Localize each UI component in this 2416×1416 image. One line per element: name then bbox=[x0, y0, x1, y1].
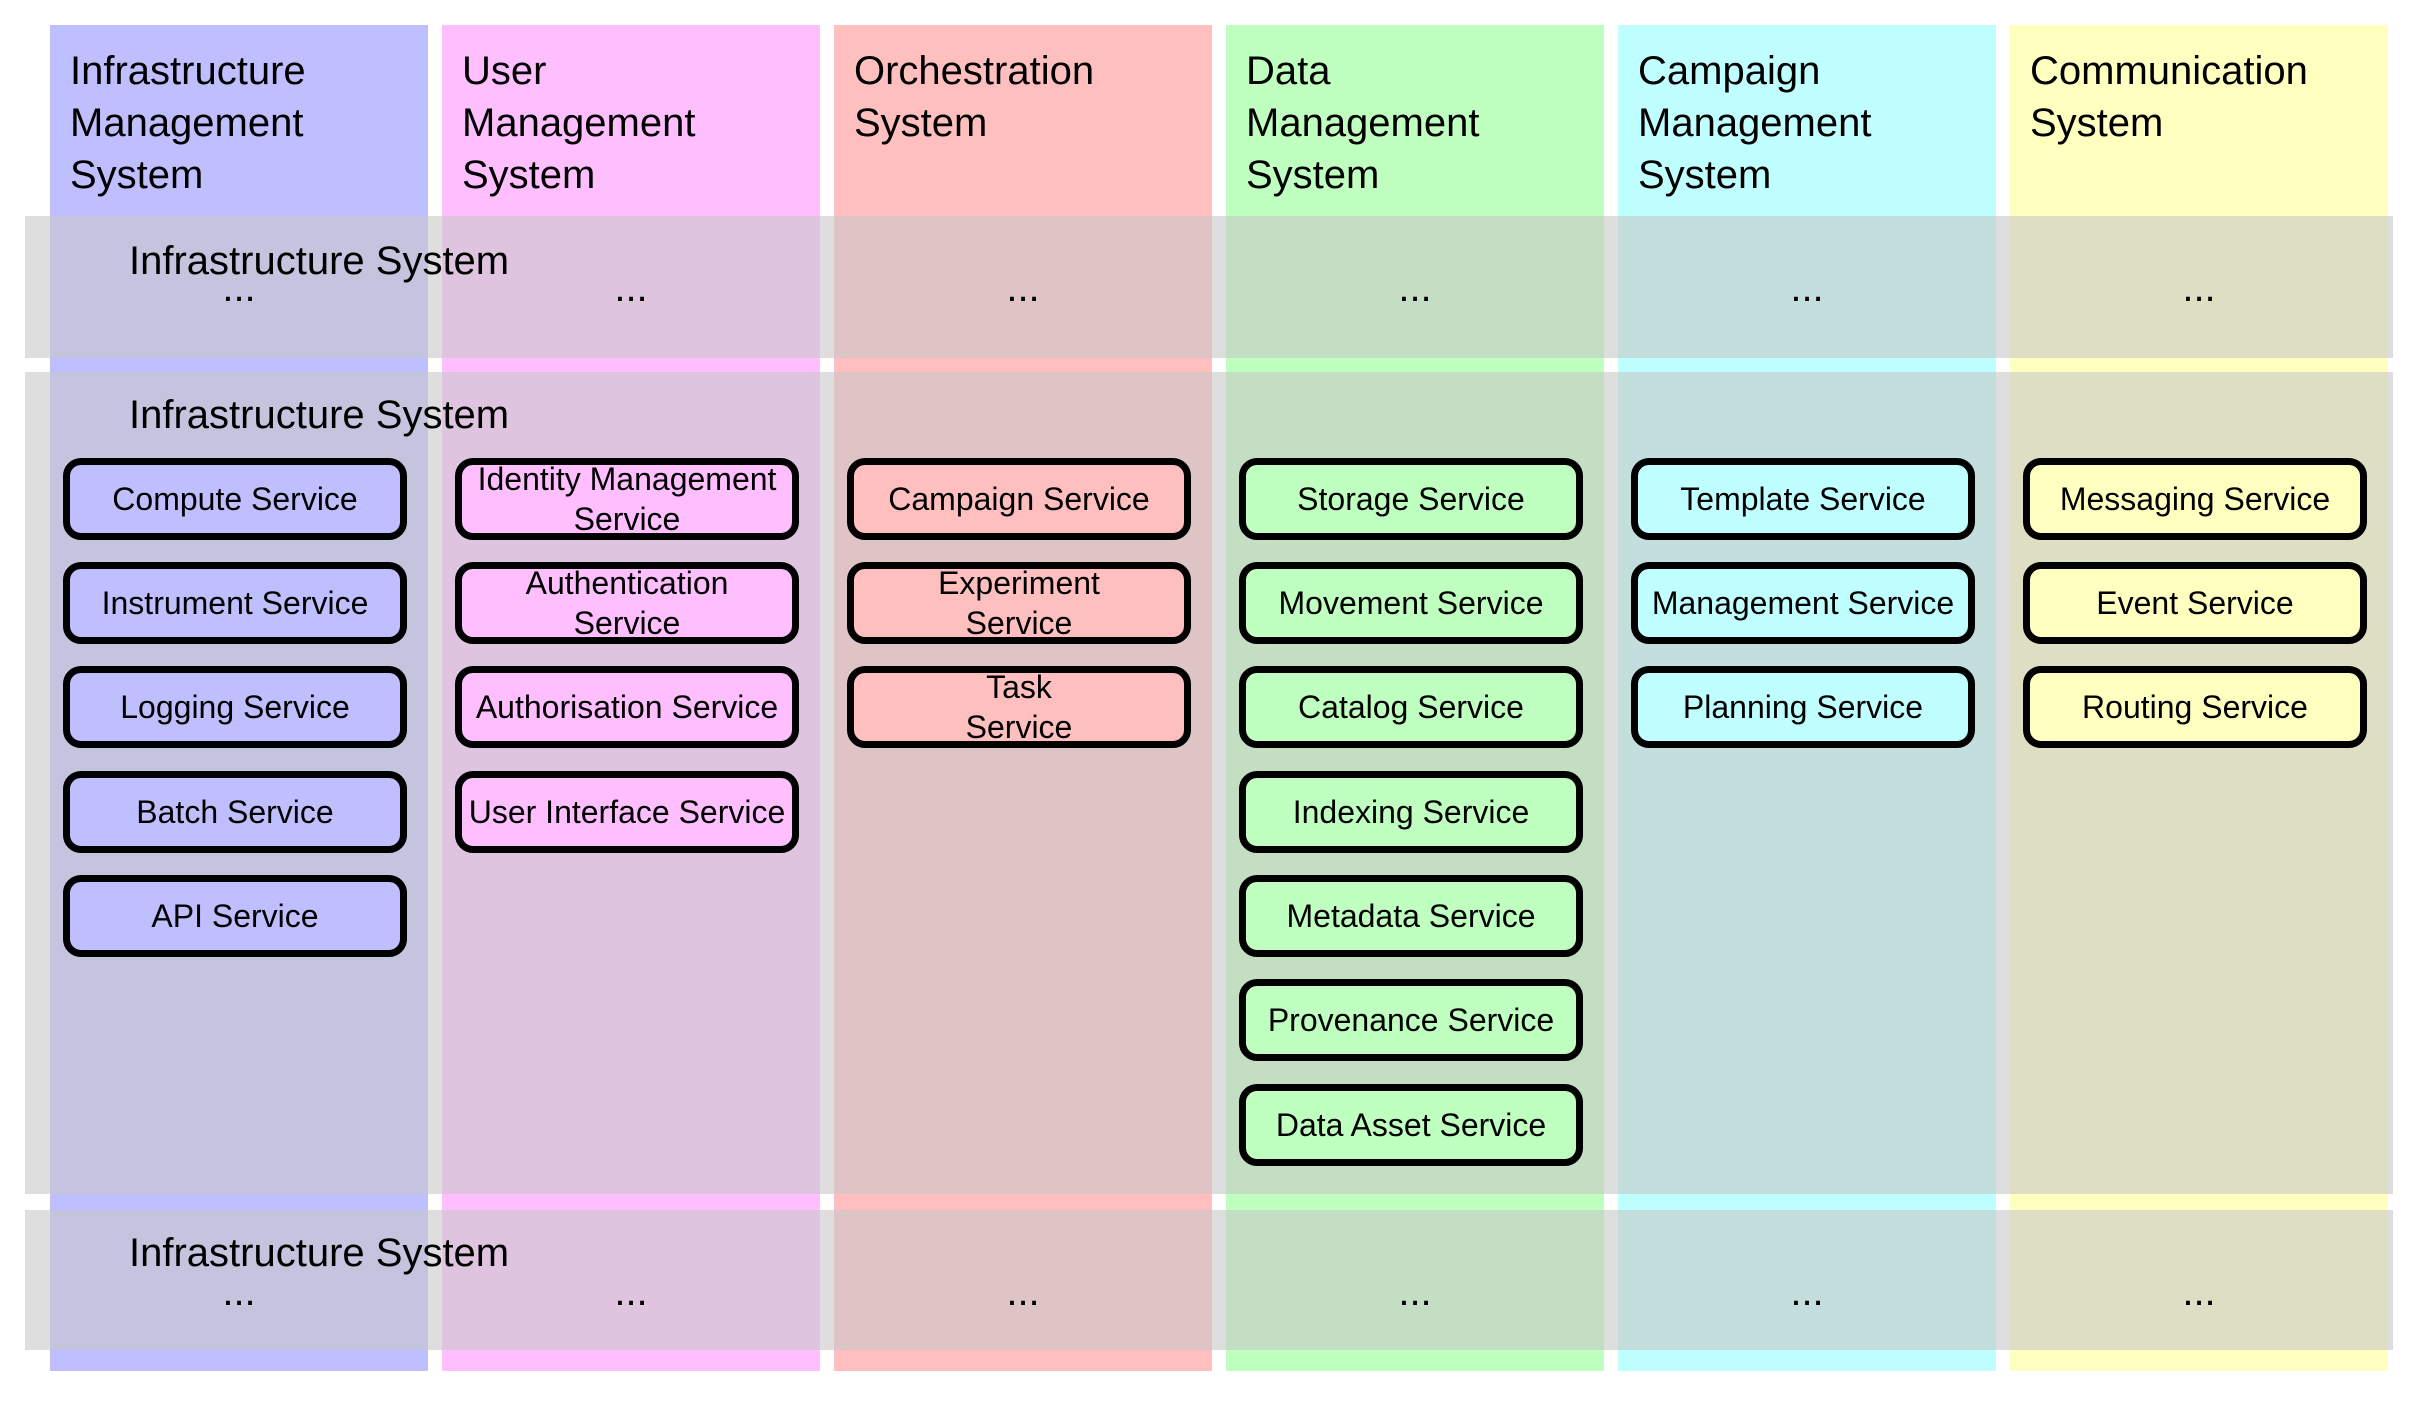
service-planning-service[interactable]: Planning Service bbox=[1631, 666, 1975, 748]
ellipsis-marker: ... bbox=[2182, 1270, 2216, 1314]
service-campaign-service[interactable]: Campaign Service bbox=[847, 458, 1191, 540]
layer-middle: Infrastructure System bbox=[25, 372, 2393, 1194]
ellipsis-marker: ... bbox=[1790, 1270, 1824, 1314]
layer-bottom: Infrastructure System bbox=[25, 1210, 2393, 1350]
service-user-interface-service[interactable]: User Interface Service bbox=[455, 771, 799, 853]
column-title: Infrastructure Management System bbox=[70, 49, 306, 197]
service-management-service[interactable]: Management Service bbox=[1631, 562, 1975, 644]
service-catalog-service[interactable]: Catalog Service bbox=[1239, 666, 1583, 748]
column-title: User Management System bbox=[462, 49, 696, 197]
service-authentication-service[interactable]: Authentication Service bbox=[455, 562, 799, 644]
ellipsis-marker: ... bbox=[222, 1270, 256, 1314]
ellipsis-marker: ... bbox=[614, 1270, 648, 1314]
service-indexing-service[interactable]: Indexing Service bbox=[1239, 771, 1583, 853]
service-compute-service[interactable]: Compute Service bbox=[63, 458, 407, 540]
ellipsis-marker: ... bbox=[1398, 1270, 1432, 1314]
service-logging-service[interactable]: Logging Service bbox=[63, 666, 407, 748]
ellipsis-marker: ... bbox=[222, 266, 256, 310]
service-movement-service[interactable]: Movement Service bbox=[1239, 562, 1583, 644]
layer-title: Infrastructure System bbox=[129, 239, 510, 283]
service-identity-management-service[interactable]: Identity Management Service bbox=[455, 458, 799, 540]
service-experiment-service[interactable]: Experiment Service bbox=[847, 562, 1191, 644]
service-instrument-service[interactable]: Instrument Service bbox=[63, 562, 407, 644]
service-messaging-service[interactable]: Messaging Service bbox=[2023, 458, 2367, 540]
ellipsis-marker: ... bbox=[1790, 266, 1824, 310]
ellipsis-marker: ... bbox=[1006, 1270, 1040, 1314]
column-title: Data Management System bbox=[1246, 49, 1480, 197]
service-storage-service[interactable]: Storage Service bbox=[1239, 458, 1583, 540]
ellipsis-marker: ... bbox=[1006, 266, 1040, 310]
column-title: Communication System bbox=[2030, 49, 2308, 145]
service-provenance-service[interactable]: Provenance Service bbox=[1239, 979, 1583, 1061]
service-authorisation-service[interactable]: Authorisation Service bbox=[455, 666, 799, 748]
layer-top: Infrastructure System bbox=[25, 216, 2393, 358]
ellipsis-marker: ... bbox=[2182, 266, 2216, 310]
layer-title: Infrastructure System bbox=[129, 393, 510, 437]
column-title: Campaign Management System bbox=[1638, 49, 1872, 197]
service-api-service[interactable]: API Service bbox=[63, 875, 407, 957]
ellipsis-marker: ... bbox=[614, 266, 648, 310]
service-batch-service[interactable]: Batch Service bbox=[63, 771, 407, 853]
column-title: Orchestration System bbox=[854, 49, 1095, 145]
ellipsis-marker: ... bbox=[1398, 266, 1432, 310]
service-task-service[interactable]: Task Service bbox=[847, 666, 1191, 748]
layer-title: Infrastructure System bbox=[129, 1231, 510, 1275]
service-template-service[interactable]: Template Service bbox=[1631, 458, 1975, 540]
service-metadata-service[interactable]: Metadata Service bbox=[1239, 875, 1583, 957]
service-data-asset-service[interactable]: Data Asset Service bbox=[1239, 1084, 1583, 1166]
service-event-service[interactable]: Event Service bbox=[2023, 562, 2367, 644]
service-routing-service[interactable]: Routing Service bbox=[2023, 666, 2367, 748]
